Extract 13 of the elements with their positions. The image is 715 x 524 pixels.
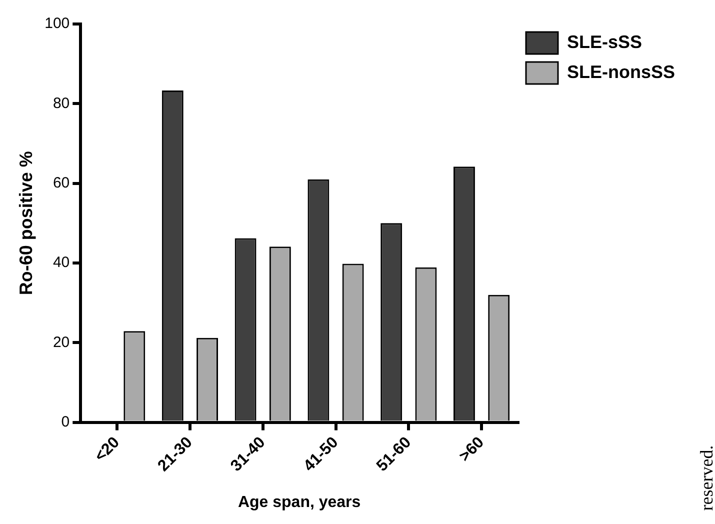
y-axis-title: Ro-60 positive % [16,151,36,296]
legend-label: SLE-nonsSS [566,62,676,82]
y-tick-label: 20 [52,334,70,351]
x-tick-label: <20 [92,434,124,466]
y-tick-label: 40 [52,254,70,272]
x-tick-label: >60 [456,434,488,466]
x-axis-title: Age span, years [238,494,361,511]
y-tick-label: 80 [52,94,70,112]
y-tick-label: 60 [52,174,70,192]
text: reserved. [696,445,715,511]
legend-label: SLE-sSS [566,32,642,52]
y-tick-label: 0 [61,413,70,430]
y-tick-label: 100 [44,15,70,32]
